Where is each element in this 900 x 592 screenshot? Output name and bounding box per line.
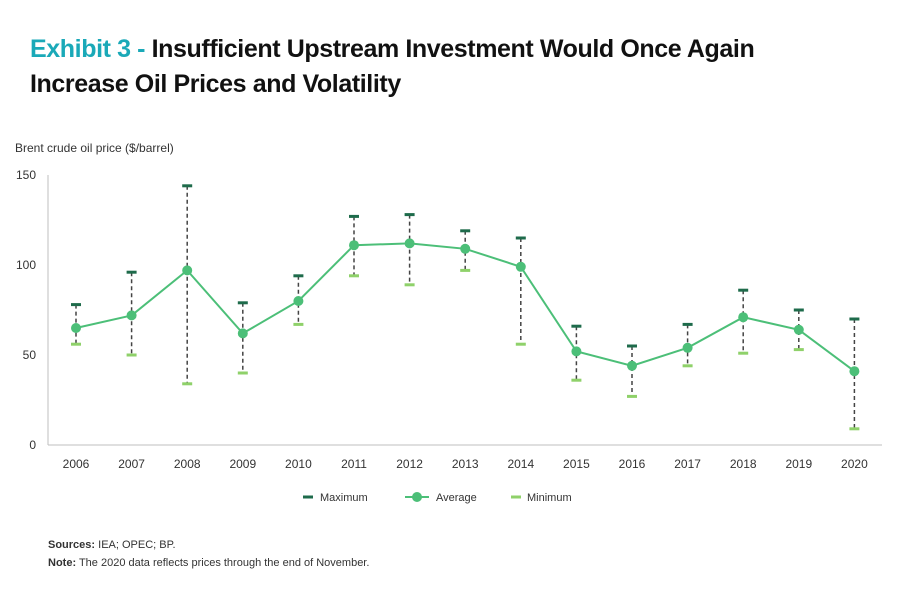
average-point (627, 360, 637, 371)
minimum-marker (849, 427, 860, 431)
y-tick-label: 0 (29, 438, 36, 452)
minimum-marker (571, 378, 582, 382)
minimum-marker (237, 371, 248, 375)
x-tick-label: 2008 (174, 457, 201, 471)
maximum-marker (182, 184, 193, 188)
maximum-marker (71, 303, 81, 307)
average-point (849, 366, 860, 377)
average-point (126, 310, 137, 321)
minimum-marker (460, 268, 471, 272)
x-tick-label: 2020 (841, 457, 868, 471)
x-tick-label: 2016 (619, 457, 646, 471)
maximum-marker (126, 270, 137, 274)
note-label: Note: (48, 557, 77, 569)
x-tick-label: 2011 (341, 457, 367, 471)
minimum-marker (71, 342, 81, 346)
maximum-marker (460, 229, 471, 233)
chart-title: Exhibit 3 - Insufficient Upstream Invest… (30, 32, 790, 102)
maximum-marker (849, 317, 860, 321)
note-line: Note: The 2020 data reflects prices thro… (48, 554, 369, 572)
x-tick-label: 2014 (507, 457, 534, 471)
x-tick-label: 2019 (785, 457, 812, 471)
average-point (738, 312, 749, 323)
maximum-marker (349, 214, 359, 218)
legend-average-swatch (412, 492, 422, 502)
average-point (237, 328, 248, 339)
average-point (404, 238, 415, 249)
note-text: The 2020 data reflects prices through th… (76, 557, 370, 569)
average-point (460, 243, 471, 254)
sources-label: Sources: (48, 539, 96, 551)
legend-minimum-swatch (511, 495, 521, 499)
average-point (293, 296, 304, 306)
maximum-marker (515, 236, 526, 240)
x-tick-label: 2009 (229, 457, 256, 471)
minimum-marker (293, 322, 304, 326)
x-tick-label: 2007 (118, 457, 145, 471)
legend-maximum-swatch (303, 495, 313, 499)
sources-text: IEA; OPEC; BP. (95, 539, 176, 551)
legend-minimum-label: Minimum (527, 492, 572, 504)
minimum-marker (515, 342, 526, 346)
maximum-marker (627, 344, 637, 348)
sources-block: Sources: IEA; OPEC; BP. Note: The 2020 d… (48, 536, 369, 572)
average-point (682, 342, 693, 353)
minimum-marker (349, 274, 359, 278)
minimum-marker (126, 353, 137, 357)
x-tick-label: 2018 (730, 457, 757, 471)
minimum-marker (793, 348, 804, 352)
maximum-marker (571, 324, 582, 328)
x-tick-label: 2012 (396, 457, 423, 471)
average-point (182, 265, 193, 276)
legend-maximum-label: Maximum (320, 492, 368, 504)
maximum-marker (293, 274, 304, 278)
minimum-marker (627, 394, 637, 398)
minimum-marker (738, 351, 749, 355)
average-point (571, 346, 582, 357)
sources-line: Sources: IEA; OPEC; BP. (48, 536, 369, 554)
maximum-marker (237, 301, 248, 305)
y-tick-label: 50 (23, 348, 37, 362)
y-axis-label: Brent crude oil price ($/barrel) (15, 141, 174, 155)
x-tick-label: 2013 (452, 457, 479, 471)
maximum-marker (793, 308, 804, 312)
average-point (349, 240, 359, 251)
legend-average-label: Average (436, 492, 477, 504)
average-point (515, 261, 526, 272)
y-tick-label: 100 (16, 258, 36, 272)
minimum-marker (404, 283, 415, 287)
average-point (793, 324, 804, 335)
x-tick-label: 2006 (63, 457, 90, 471)
x-tick-label: 2017 (674, 457, 701, 471)
x-tick-label: 2010 (285, 457, 312, 471)
title-prefix: Exhibit 3 - (30, 35, 152, 63)
minimum-marker (182, 382, 193, 386)
average-point (71, 323, 81, 333)
maximum-marker (738, 288, 749, 292)
x-tick-label: 2015 (563, 457, 590, 471)
maximum-marker (682, 322, 693, 326)
minimum-marker (682, 364, 693, 368)
y-tick-label: 150 (16, 168, 36, 182)
title-text: Insufficient Upstream Investment Would O… (30, 35, 755, 98)
maximum-marker (404, 213, 415, 217)
